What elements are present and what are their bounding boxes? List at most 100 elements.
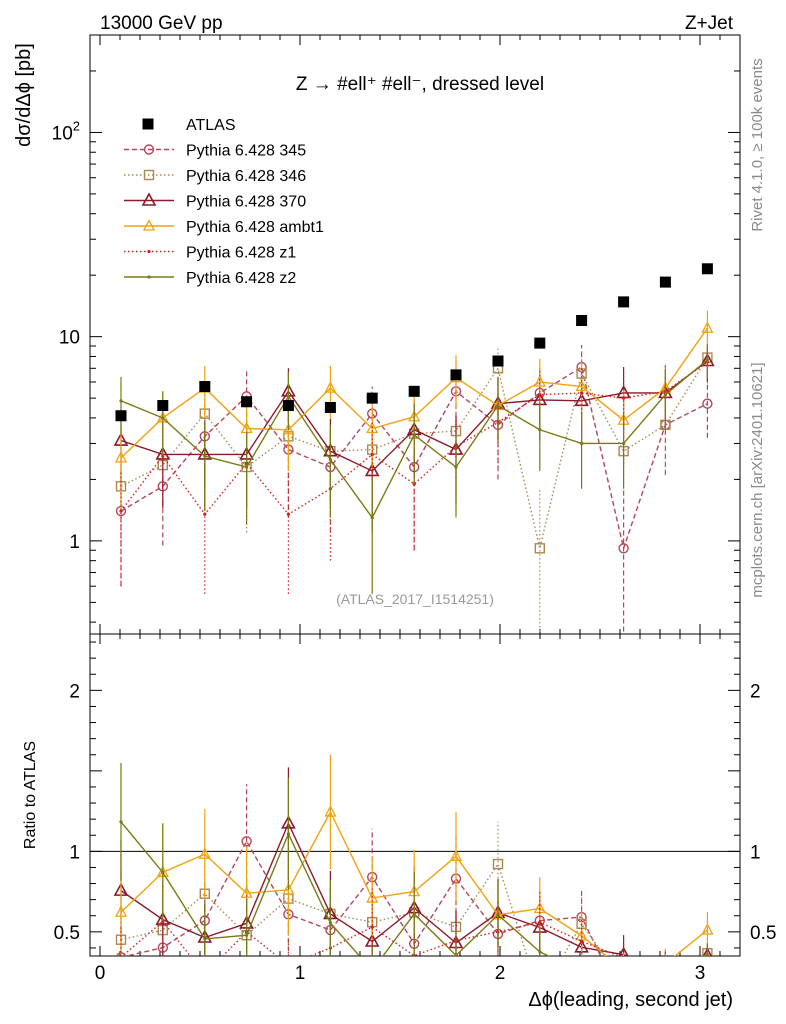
legend-series-label: Pythia 6.428 z1	[186, 245, 296, 262]
mcplots-side-label: mcplots.cern.ch [arXiv:2401.10621]	[749, 362, 766, 597]
atlas-data-point	[199, 381, 211, 393]
series-3-ratio-point	[449, 849, 463, 861]
atlas-data-point	[366, 392, 378, 404]
series-3-ratio-point	[660, 958, 670, 968]
legend-series-label: Pythia 6.428 346	[186, 168, 306, 185]
series-3-ratio-point	[282, 882, 295, 895]
series-3-ratio-point	[701, 923, 714, 935]
series-4-ratio-point	[370, 925, 374, 929]
series-4-ratio-line	[121, 920, 708, 956]
x-tick-label: 3	[695, 963, 706, 984]
series-3-ratio-point	[619, 964, 629, 974]
series-4-point	[203, 512, 207, 516]
series-4-ratio-point	[120, 955, 122, 956]
series-5-ratio-point	[245, 933, 249, 937]
chart-title: Z → #ell⁺ #ell⁻, dressed level	[296, 74, 544, 95]
ratio-tick-label: 1	[69, 842, 80, 863]
legend-series-label: Pythia 6.428 345	[186, 143, 306, 160]
series-5-ratio-point	[286, 832, 290, 836]
series-3-point	[366, 421, 379, 434]
atlas-data-point	[115, 410, 127, 422]
series-5-ratio-point	[496, 913, 500, 917]
chart-series-group	[113, 263, 715, 987]
series-4-point	[622, 396, 626, 400]
series-3-ratio-point	[114, 905, 128, 917]
series-5-point	[580, 441, 584, 446]
atlas-data-point	[241, 396, 253, 408]
series-5-point	[161, 416, 165, 420]
legend-atlas-marker	[142, 118, 154, 130]
series-4-ratio-point	[538, 920, 542, 924]
series-2-ratio-point	[659, 960, 671, 971]
atlas-data-point	[157, 400, 169, 412]
main-panel-series	[113, 263, 715, 634]
series-5-point	[622, 441, 626, 446]
series-5-point	[245, 465, 249, 469]
series-3-point	[575, 379, 588, 392]
atlas-data-point	[576, 314, 588, 326]
ratio-panel-series	[113, 754, 714, 987]
series-4-ratio-point	[664, 964, 667, 967]
series-3-ratio-point	[324, 805, 337, 817]
series-1-ratio-point	[619, 978, 628, 987]
series-5-point	[203, 454, 207, 458]
series-5-ratio-point	[119, 820, 123, 824]
series-4-point	[119, 509, 123, 513]
x-tick-label: 1	[295, 963, 306, 984]
series-1-ratio-point	[661, 976, 670, 985]
legend-series-label: Pythia 6.428 z2	[186, 270, 296, 287]
x-tick-label: 2	[495, 963, 506, 984]
series-5-point	[119, 399, 123, 403]
atlas-data-point	[701, 263, 713, 275]
series-5-ratio-point	[328, 921, 332, 925]
series-5-point	[538, 428, 542, 432]
legend-series-marker	[143, 144, 155, 155]
series-5-main	[119, 344, 710, 594]
series-5-ratio	[119, 762, 709, 981]
atlas-data	[115, 263, 713, 422]
series-4-point	[286, 512, 290, 516]
series-5-ratio-point	[412, 912, 416, 916]
series-5-point	[328, 458, 332, 462]
legend-series-label: Pythia 6.428 ambt1	[186, 219, 324, 236]
series-4-ratio-point	[580, 939, 584, 943]
header-left-label: 13000 GeV pp	[100, 13, 223, 34]
series-3-point	[701, 321, 714, 333]
series-0-ratio-point	[241, 836, 252, 847]
series-3-ratio-point	[240, 886, 253, 898]
atlas-data-point	[618, 296, 630, 308]
analysis-tag: (ATLAS_2017_I1514251)	[336, 591, 494, 607]
legend-series-marker	[141, 192, 157, 206]
series-2-ratio-point	[155, 911, 171, 925]
legend: ATLAS Pythia 6.428 345 Pythia 6.428 346 Pyt…	[124, 117, 324, 287]
ratio-tick-label: 0.5	[54, 923, 80, 944]
series-3-ratio-point	[198, 847, 211, 859]
series-5-ratio-point	[664, 965, 667, 968]
series-5-point	[454, 465, 458, 469]
header-right-label: Z+Jet	[685, 13, 734, 34]
x-axis-label: Δϕ(leading, second jet)	[528, 989, 733, 1011]
series-5-ratio-point	[580, 971, 583, 974]
series-5-point	[496, 403, 500, 408]
ratio-tick-label: 0.5	[750, 923, 776, 944]
ratio-tick-label: 2	[69, 681, 80, 702]
series-5-point	[705, 358, 710, 362]
series-0-ratio-point	[661, 976, 670, 985]
atlas-data-point	[492, 355, 504, 367]
legend-series-marker	[147, 275, 151, 279]
ratio-axis-label: Ratio to ATLAS	[22, 741, 39, 849]
series-3-point	[533, 375, 546, 387]
series-4-point	[538, 393, 542, 397]
series-3-point	[324, 381, 337, 393]
series-1-point	[534, 543, 545, 554]
series-5-point	[663, 393, 668, 397]
series-4-point	[370, 452, 374, 457]
series-5-ratio-point	[622, 978, 625, 981]
series-0-point	[618, 543, 629, 554]
series-3-point	[282, 422, 295, 435]
atlas-data-point	[408, 385, 420, 397]
legend-series-marker	[142, 219, 156, 231]
y-tick-label: 1	[69, 532, 80, 553]
series-4-ratio-point	[203, 973, 206, 976]
y-tick-label: 10	[59, 328, 80, 349]
